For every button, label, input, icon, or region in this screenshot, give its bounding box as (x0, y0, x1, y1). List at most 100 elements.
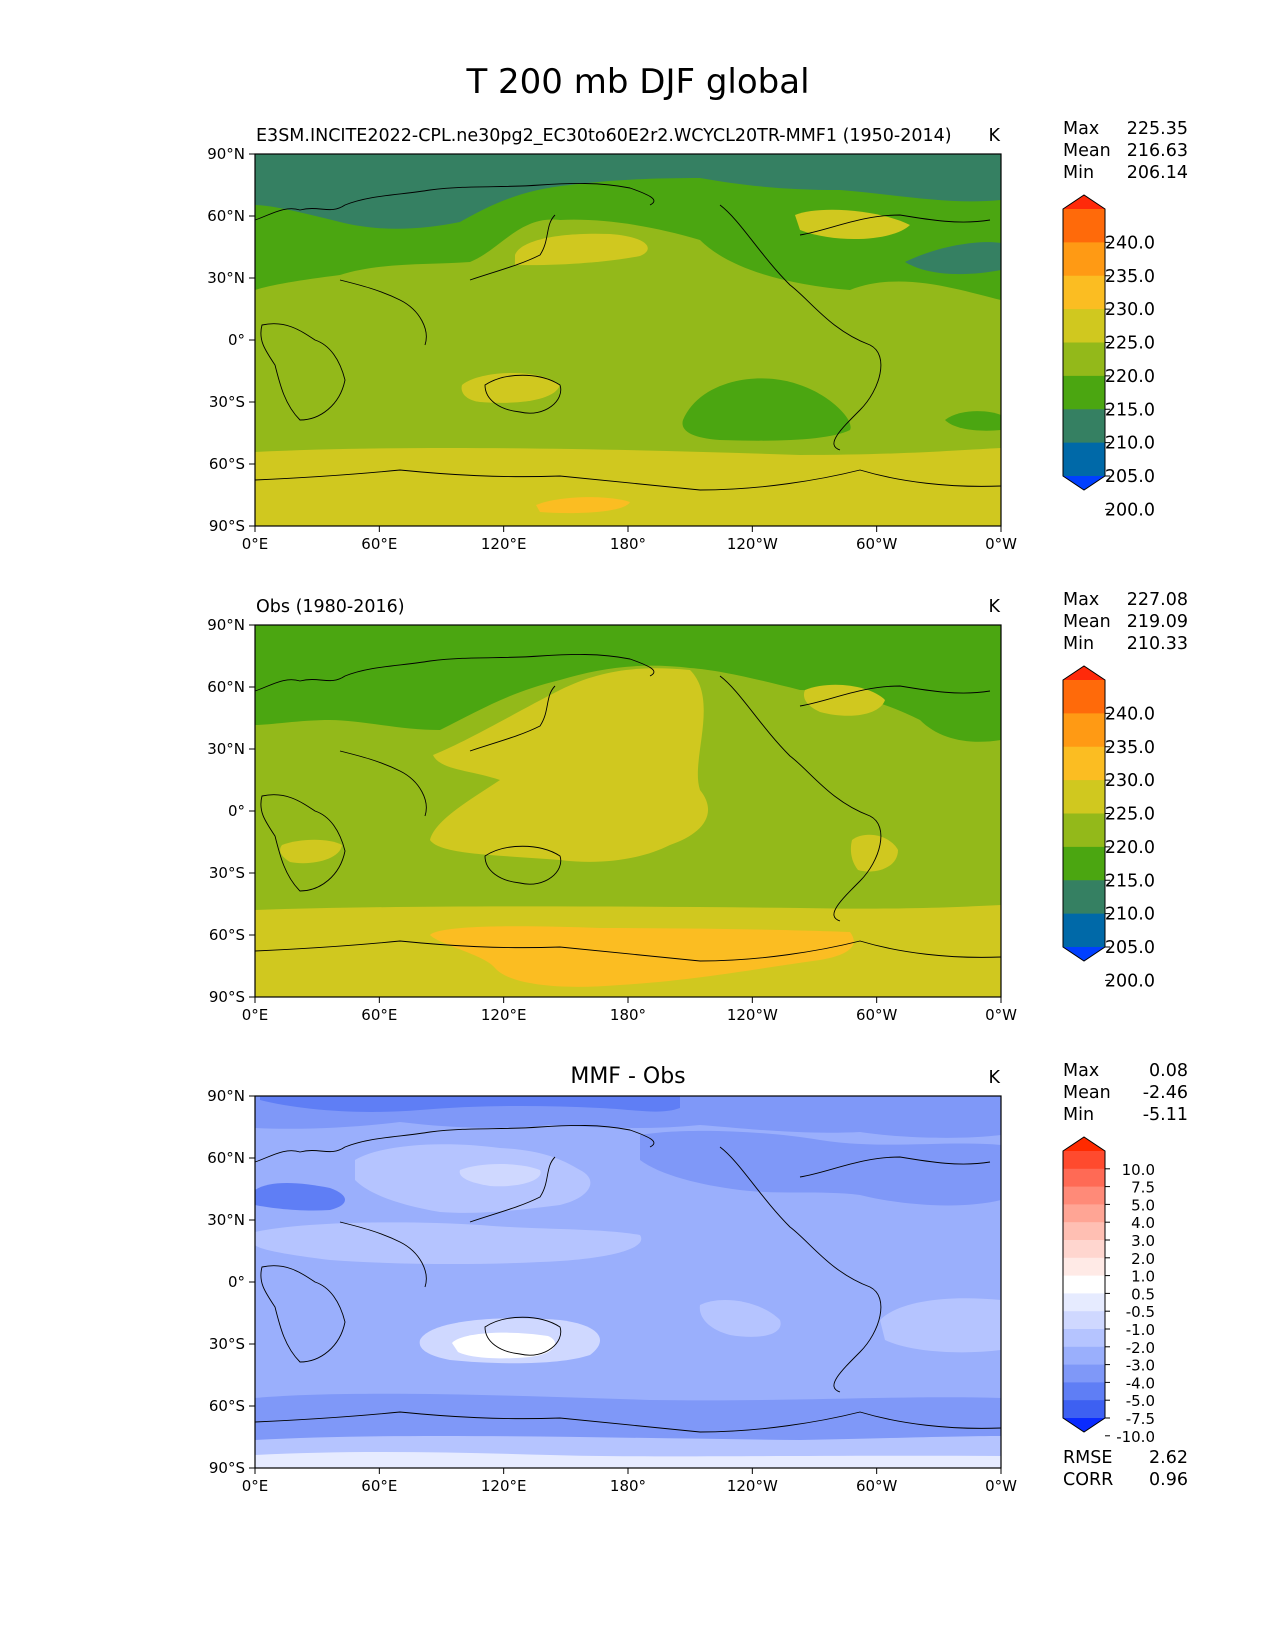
stat-max-label: Max (1063, 590, 1099, 610)
x-tick-label: 0°W (985, 1477, 1017, 1495)
colorbar-extend-max (1063, 666, 1105, 680)
map-field-antarctic-warmer (536, 497, 630, 514)
map-field-northatlantic-warm (803, 684, 885, 716)
colorbar-block (1063, 1329, 1105, 1348)
map-field-asia-lighter (459, 1164, 541, 1187)
x-tick-label: 0°E (242, 1006, 269, 1024)
colorbar-tick-label: 200.0 (1105, 500, 1155, 520)
colorbar-block (1063, 846, 1105, 881)
map-field-australia-warm (461, 372, 560, 403)
panel-difference-units: K (989, 1068, 1001, 1088)
colorbar-extend-min (1063, 1418, 1105, 1432)
colorbar-tick-label: 215.0 (1105, 400, 1155, 420)
colorbar-tick-label: 10.0 (1122, 1161, 1155, 1179)
stat-min-value: 210.33 (1127, 634, 1188, 654)
stat-corr-label: CORR (1063, 1470, 1113, 1490)
x-tick-label: 120°W (727, 1477, 778, 1495)
panel-reference: Obs (1980-2016) K 0°E 60°E 120°E 180° (207, 590, 1188, 1024)
colorbar-tick-label: 210.0 (1105, 434, 1155, 454)
colorbar-tick-label: 235.0 (1105, 738, 1155, 758)
y-tick-label: 60°S (209, 926, 245, 944)
colorbar-tick-label: -7.5 (1126, 1410, 1155, 1428)
map-field-samerica-warm (850, 834, 898, 872)
colorbar-extend-min (1063, 947, 1105, 961)
panel-reference-stats: Max 227.08 Mean 219.09 Min 210.33 (1063, 590, 1188, 654)
panel-reference-axis-ticks: 0°E 60°E 120°E 180° 120°W 60°W 0°W 90°N 60°N 30°N… (207, 616, 1017, 1024)
x-tick-label: 120°W (727, 1006, 778, 1024)
x-tick-label: 60°E (361, 535, 397, 553)
y-tick-label: 60°N (207, 1149, 245, 1167)
stat-corr-value: 0.96 (1149, 1470, 1188, 1490)
colorbar-block (1063, 242, 1105, 277)
colorbar-tick-label: 220.0 (1105, 367, 1155, 387)
colorbar-block (1063, 880, 1105, 915)
colorbar-block (1063, 1311, 1105, 1330)
panel-test: E3SM.INCITE2022-CPL.ne30pg2_EC30to60E2r2… (207, 119, 1188, 553)
colorbar-tick-label: -4.0 (1126, 1374, 1155, 1392)
stat-min-value: -5.11 (1143, 1105, 1188, 1125)
colorbar-block (1063, 1204, 1105, 1223)
stat-max-value: 227.08 (1127, 590, 1188, 610)
colorbar-block (1063, 713, 1105, 748)
colorbar-block (1063, 1151, 1105, 1170)
y-tick-label: 30°S (209, 864, 245, 882)
colorbar-tick-label: 210.0 (1105, 905, 1155, 925)
colorbar-tick-label: 205.0 (1105, 467, 1155, 487)
colorbar-tick-label: 0.5 (1131, 1285, 1155, 1303)
colorbar-block (1063, 442, 1105, 477)
colorbar-tick-label: 230.0 (1105, 771, 1155, 791)
panel-difference-colorbar: 10.07.55.04.03.02.01.00.5-0.5-1.0-2.0-3.… (1062, 1136, 1155, 1446)
stat-min-label: Min (1063, 1105, 1094, 1125)
stat-max-label: Max (1063, 119, 1099, 139)
stat-max-value: 225.35 (1127, 119, 1188, 139)
colorbar-block (1063, 409, 1105, 444)
y-tick-label: 30°S (209, 393, 245, 411)
panel-reference-colorbar: 240.0 235.0 230.0 225.0 220.0 215.0 210.0 205.0… (1062, 665, 1155, 991)
x-tick-label: 0°W (985, 535, 1017, 553)
colorbar-block (1063, 1346, 1105, 1366)
panel-test-colorbar: 240.0 235.0 230.0 225.0 220.0 215.0 210.0 205.0… (1062, 194, 1155, 520)
panel-difference-stats: Max 0.08 Mean -2.46 Min -5.11 (1063, 1061, 1188, 1125)
colorbar-block (1063, 1257, 1105, 1277)
map-field-north-cold (255, 625, 1001, 742)
colorbar-tick-label: 225.0 (1105, 334, 1155, 354)
colorbar-tick-label: 200.0 (1105, 971, 1155, 991)
map-field-southern-warm (255, 448, 1001, 526)
colorbar-tick-label: 205.0 (1105, 938, 1155, 958)
panel-difference-axis-ticks: 0°E 60°E 120°E 180° 120°W 60°W 0°W 90°N 60°N 30°N… (207, 1087, 1017, 1495)
y-tick-label: 60°N (207, 678, 245, 696)
y-tick-label: 90°S (209, 517, 245, 535)
x-tick-label: 120°E (481, 1006, 527, 1024)
map-field-safrica-warm (280, 839, 342, 864)
figure-title: T 200 mb DJF global (465, 62, 809, 102)
x-tick-label: 180° (610, 535, 646, 553)
colorbar-tick-label: 5.0 (1131, 1196, 1155, 1214)
panel-test-title: E3SM.INCITE2022-CPL.ne30pg2_EC30to60E2r2… (256, 126, 952, 146)
colorbar-tick-label: 2.0 (1131, 1250, 1155, 1268)
stat-mean-label: Mean (1063, 141, 1111, 161)
y-tick-label: 60°S (209, 1397, 245, 1415)
colorbar-tick-label: -5.0 (1126, 1392, 1155, 1410)
map-field-southpacific-cold (682, 378, 851, 441)
colorbar-tick-label: -2.0 (1126, 1339, 1155, 1357)
stat-max-label: Max (1063, 1061, 1099, 1081)
colorbar-block (1063, 309, 1105, 343)
colorbar-block (1063, 746, 1105, 781)
coastlines (255, 183, 1001, 491)
map-field-arctic-darker (260, 1096, 680, 1112)
coastlines (255, 654, 1001, 962)
colorbar-block (1063, 1293, 1105, 1312)
y-tick-label: 90°N (207, 145, 245, 163)
y-tick-label: 90°S (209, 988, 245, 1006)
y-tick-label: 0° (228, 802, 245, 820)
colorbar-tick-label: 240.0 (1105, 233, 1155, 253)
colorbar-block (1063, 275, 1105, 310)
colorbar-block (1063, 1400, 1105, 1419)
x-tick-label: 60°E (361, 1477, 397, 1495)
colorbar-block (1063, 913, 1105, 948)
y-tick-label: 90°N (207, 616, 245, 634)
y-tick-label: 30°N (207, 269, 245, 287)
colorbar-block (1063, 1275, 1105, 1294)
colorbar-block (1063, 1186, 1105, 1205)
